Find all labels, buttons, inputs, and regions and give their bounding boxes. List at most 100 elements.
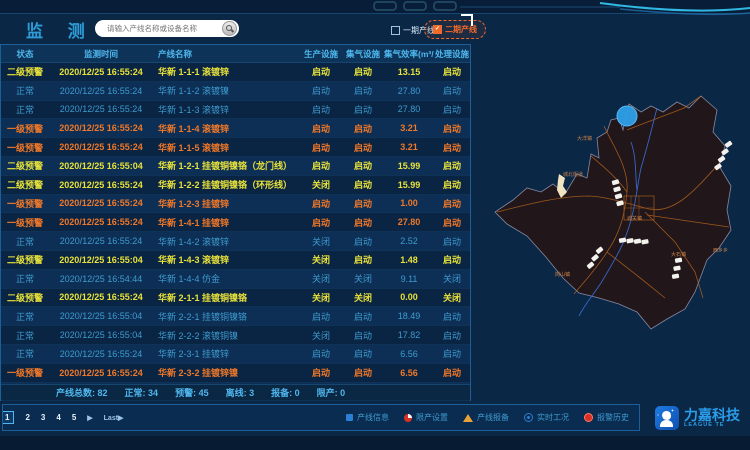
- station-marker-icon[interactable]: [674, 257, 683, 263]
- cell-gas: 启动: [353, 330, 372, 341]
- station-marker-icon[interactable]: [721, 148, 729, 156]
- table-row[interactable]: 一级预警 2020/12/25 16:55:24 华新 2-3-2 挂镀锌镍 启动 启动…: [1, 363, 470, 383]
- legend-bar: 产线信息 限产设置 产线报备 实时工况 报警历史: [346, 412, 639, 423]
- alert-bubble[interactable]: [616, 105, 638, 127]
- station-marker-icon[interactable]: [717, 155, 726, 163]
- gauge-icon: [524, 413, 533, 422]
- cell-gas: 启动: [353, 311, 372, 322]
- cell-treat: 启动: [442, 180, 461, 191]
- column-header: 处理设施: [434, 48, 469, 59]
- cell-gas: 启动: [353, 349, 372, 360]
- station-marker-icon[interactable]: [673, 265, 681, 271]
- table-row[interactable]: 一级预警 2020/12/25 16:55:24 华新 1-2-3 挂镀锌 启动 启动 1…: [1, 194, 470, 214]
- cell-status: 正常: [15, 274, 34, 285]
- cell-line: 华新 1-2-1 挂镀铜镍铬（龙门线）: [158, 161, 293, 172]
- legend-item[interactable]: 产线报备: [463, 412, 509, 423]
- station-marker-icon[interactable]: [641, 239, 649, 245]
- table-row[interactable]: 正常 2020/12/25 16:55:04 华新 2-2-1 挂镀铜镍铬 启动 启动 1…: [1, 307, 470, 327]
- station-marker-icon[interactable]: [595, 246, 604, 254]
- station-marker-icon[interactable]: [633, 238, 642, 244]
- station-marker-icon[interactable]: [614, 193, 623, 200]
- cell-prod: 启动: [311, 67, 330, 78]
- legend-item[interactable]: 报警历史: [584, 412, 629, 423]
- table-row[interactable]: 二级预警 2020/12/25 16:55:24 华新 2-1-1 挂镀铜镍铬 关闭 关…: [1, 288, 470, 308]
- station-marker-icon[interactable]: [671, 273, 680, 279]
- cell-gas: 启动: [353, 67, 372, 78]
- cell-time: 2020/12/25 16:55:04: [59, 311, 143, 322]
- cell-status: 二级预警: [6, 292, 43, 303]
- table-row[interactable]: 正常 2020/12/25 16:55:24 华新 1-1-3 滚镀锌 启动 启动 27.…: [1, 100, 470, 120]
- corner-bracket-decor: [461, 14, 473, 26]
- cell-treat: 启动: [442, 217, 461, 228]
- table-row[interactable]: 正常 2020/12/25 16:55:24 华新 2-3-1 挂镀锌 启动 启动 6.5…: [1, 344, 470, 364]
- phase2-label: 二期产线: [445, 25, 477, 34]
- table-row[interactable]: 二级预警 2020/12/25 16:55:04 华新 1-2-1 挂镀铜镍铬（龙门…: [1, 156, 470, 176]
- cell-gas: 启动: [353, 198, 372, 209]
- station-marker-icon[interactable]: [613, 186, 621, 193]
- table-row[interactable]: 二级预警 2020/12/25 16:55:24 华新 1-1-1 滚镀锌 启动 启动 1…: [1, 63, 470, 82]
- cell-time: 2020/12/25 16:55:24: [59, 123, 143, 134]
- table-row[interactable]: 正常 2020/12/25 16:55:04 华新 2-2-2 滚镀铜镍 关闭 启动 17…: [1, 326, 470, 345]
- table-row[interactable]: 正常 2020/12/25 16:54:44 华新 1-4-4 仿金 关闭 关闭 9.11…: [1, 269, 470, 289]
- table-rows: 二级预警 2020/12/25 16:55:24 华新 1-1-1 滚镀锌 启动 启动 1…: [1, 63, 470, 402]
- legend-item[interactable]: 限产设置: [404, 412, 448, 423]
- next-page-icon[interactable]: ▶: [87, 414, 93, 422]
- checkbox-checked-icon[interactable]: ✓: [433, 25, 442, 34]
- station-marker-icon[interactable]: [616, 200, 624, 207]
- station-marker-icon[interactable]: [611, 179, 620, 186]
- cell-eff: 1.00: [400, 198, 418, 209]
- triangle-icon: [463, 413, 473, 422]
- table-row[interactable]: 正常 2020/12/25 16:55:24 华新 1-4-2 滚镀锌 关闭 启动 2.5…: [1, 232, 470, 251]
- summary-item: 正常: 34: [124, 388, 159, 398]
- page-button[interactable]: 5: [71, 413, 77, 422]
- cell-prod: 关闭: [311, 274, 330, 285]
- last-page-button[interactable]: Last▶: [103, 414, 124, 422]
- page-button[interactable]: 1: [3, 411, 15, 424]
- column-header: 生产设施: [303, 48, 338, 59]
- phase2-toggle[interactable]: ✓ 二期产线: [424, 20, 486, 39]
- cell-gas: 启动: [353, 368, 372, 379]
- cell-line: 华新 2-1-1 挂镀铜镍铬: [158, 292, 248, 303]
- station-marker-icon[interactable]: [591, 254, 599, 262]
- station-marker-icon[interactable]: [586, 261, 595, 269]
- cell-treat: 启动: [442, 198, 461, 209]
- cell-status: 一级预警: [6, 142, 43, 153]
- cell-treat: 启动: [442, 236, 461, 247]
- station-marker-icon[interactable]: [724, 140, 733, 148]
- search-input[interactable]: [105, 23, 222, 34]
- cell-treat: 启动: [442, 123, 461, 134]
- search-box[interactable]: [95, 20, 239, 37]
- column-header: 集气效率(m³/s): [384, 48, 434, 59]
- cell-eff: 2.52: [400, 236, 418, 247]
- table-row[interactable]: 一级预警 2020/12/25 16:55:24 华新 1-1-5 滚镀锌 启动 启动 3…: [1, 138, 470, 157]
- page-button[interactable]: 2: [25, 413, 30, 422]
- cell-treat: 启动: [442, 142, 461, 153]
- cell-eff: 6.56: [400, 348, 418, 359]
- cell-time: 2020/12/25 16:55:24: [59, 179, 143, 190]
- phase1-toggle[interactable]: 一期产线: [391, 25, 435, 36]
- station-marker-icon[interactable]: [714, 163, 722, 171]
- search-icon[interactable]: [222, 21, 237, 36]
- cell-prod: 关闭: [311, 255, 330, 266]
- cell-prod: 启动: [311, 217, 330, 228]
- cell-prod: 启动: [311, 123, 330, 134]
- station-marker-icon[interactable]: [618, 237, 627, 243]
- legend-item[interactable]: 实时工况: [524, 412, 569, 423]
- cell-status: 正常: [15, 330, 34, 341]
- cell-gas: 启动: [353, 255, 372, 266]
- table-row[interactable]: 二级预警 2020/12/25 16:55:04 华新 1-4-3 滚镀锌 关闭 启动 1…: [1, 250, 470, 270]
- table-row[interactable]: 正常 2020/12/25 16:55:24 华新 1-1-2 滚镀镍 启动 启动 27.…: [1, 81, 470, 101]
- station-marker-icon[interactable]: [626, 238, 634, 244]
- checkbox-unchecked-icon[interactable]: [391, 26, 400, 35]
- town-label: 城北街道: [563, 171, 583, 178]
- table-row[interactable]: 一级预警 2020/12/25 16:55:24 华新 1-1-4 滚镀锌 启动 启动 3…: [1, 119, 470, 139]
- legend-item[interactable]: 产线信息: [346, 412, 389, 423]
- page-button[interactable]: 4: [56, 413, 61, 422]
- cell-time: 2020/12/25 16:55:24: [59, 104, 143, 115]
- table-row[interactable]: 一级预警 2020/12/25 16:55:24 华新 1-4-1 挂镀锌 启动 启动 2…: [1, 213, 470, 233]
- cell-time: 2020/12/25 16:55:24: [59, 236, 143, 247]
- cell-time: 2020/12/25 16:55:04: [59, 254, 143, 265]
- table-row[interactable]: 二级预警 2020/12/25 16:55:24 华新 1-2-2 挂镀铜镍铬（环形…: [1, 175, 470, 195]
- page-button[interactable]: 3: [40, 413, 46, 422]
